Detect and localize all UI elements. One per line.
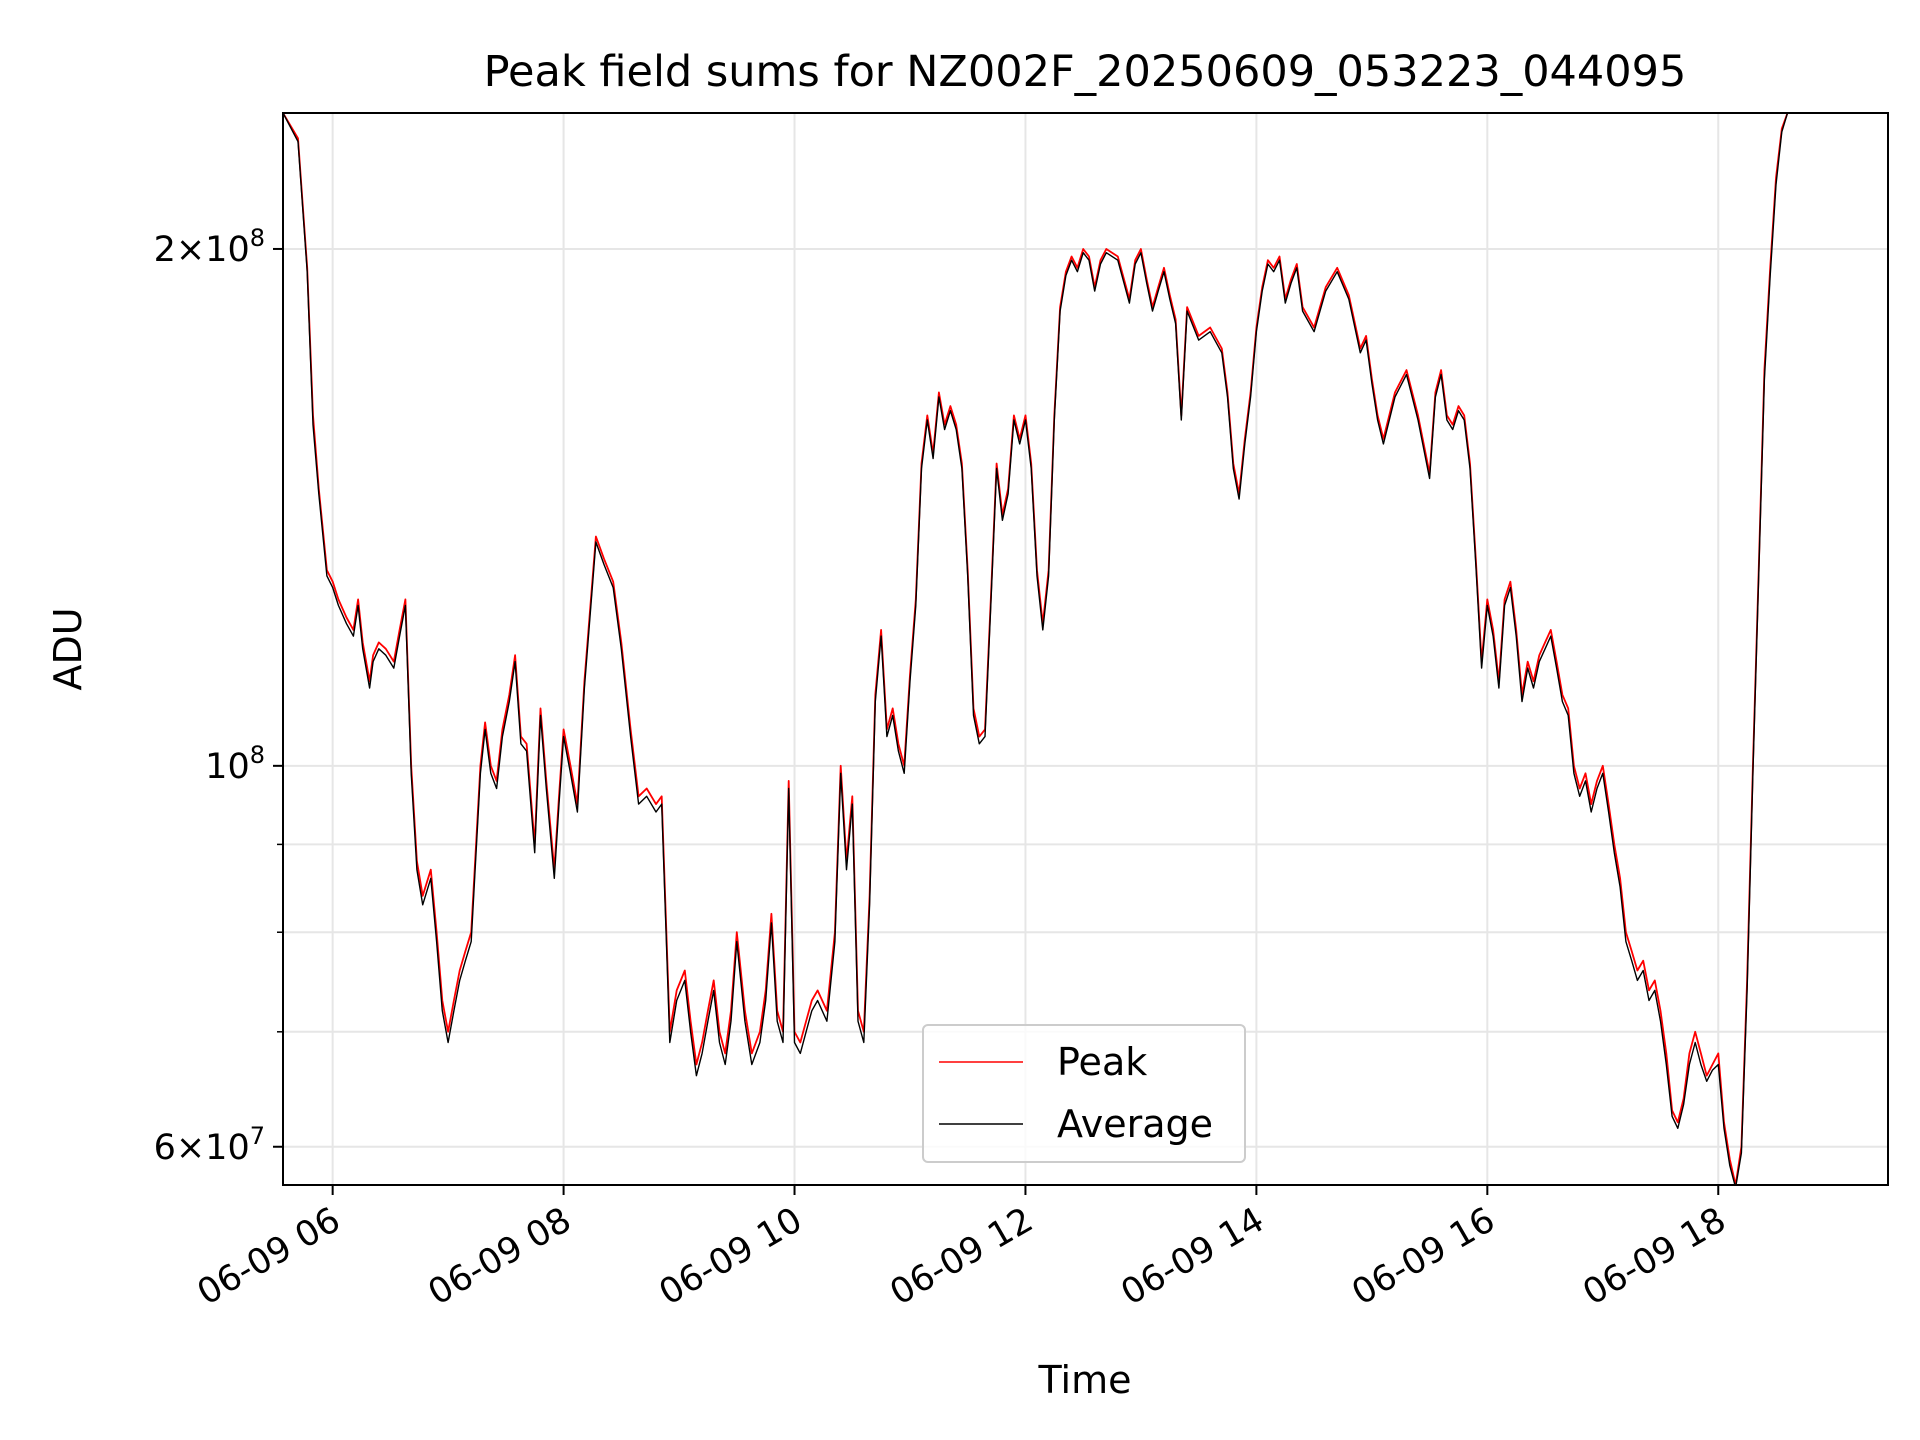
y-tick-label-exponent: 7 xyxy=(250,1122,265,1150)
legend: Peak Average xyxy=(922,1024,1246,1163)
legend-label-peak: Peak xyxy=(1057,1040,1147,1084)
y-tick-label-exponent: 8 xyxy=(250,741,265,769)
legend-label-average: Average xyxy=(1057,1102,1213,1146)
y-tick-label-base: 2×10 xyxy=(154,230,250,270)
chart-title: Peak field sums for NZ002F_20250609_0532… xyxy=(484,47,1687,97)
y-tick-label-base: 10 xyxy=(205,747,250,787)
y-tick-label-exponent: 8 xyxy=(250,224,265,252)
y-tick-label-base: 6×10 xyxy=(154,1128,250,1168)
legend-box xyxy=(922,1024,1246,1163)
series-line-average xyxy=(283,113,1794,1185)
x-axis-label: Time xyxy=(1038,1358,1132,1402)
series-layer xyxy=(283,113,1794,1185)
plot-frame xyxy=(282,112,1889,1186)
y-tick-label: 6×107 xyxy=(154,1122,265,1168)
y-axis-label: ADU xyxy=(46,607,90,690)
y-tick-label: 108 xyxy=(205,741,265,787)
y-tick-label: 2×108 xyxy=(154,224,265,270)
